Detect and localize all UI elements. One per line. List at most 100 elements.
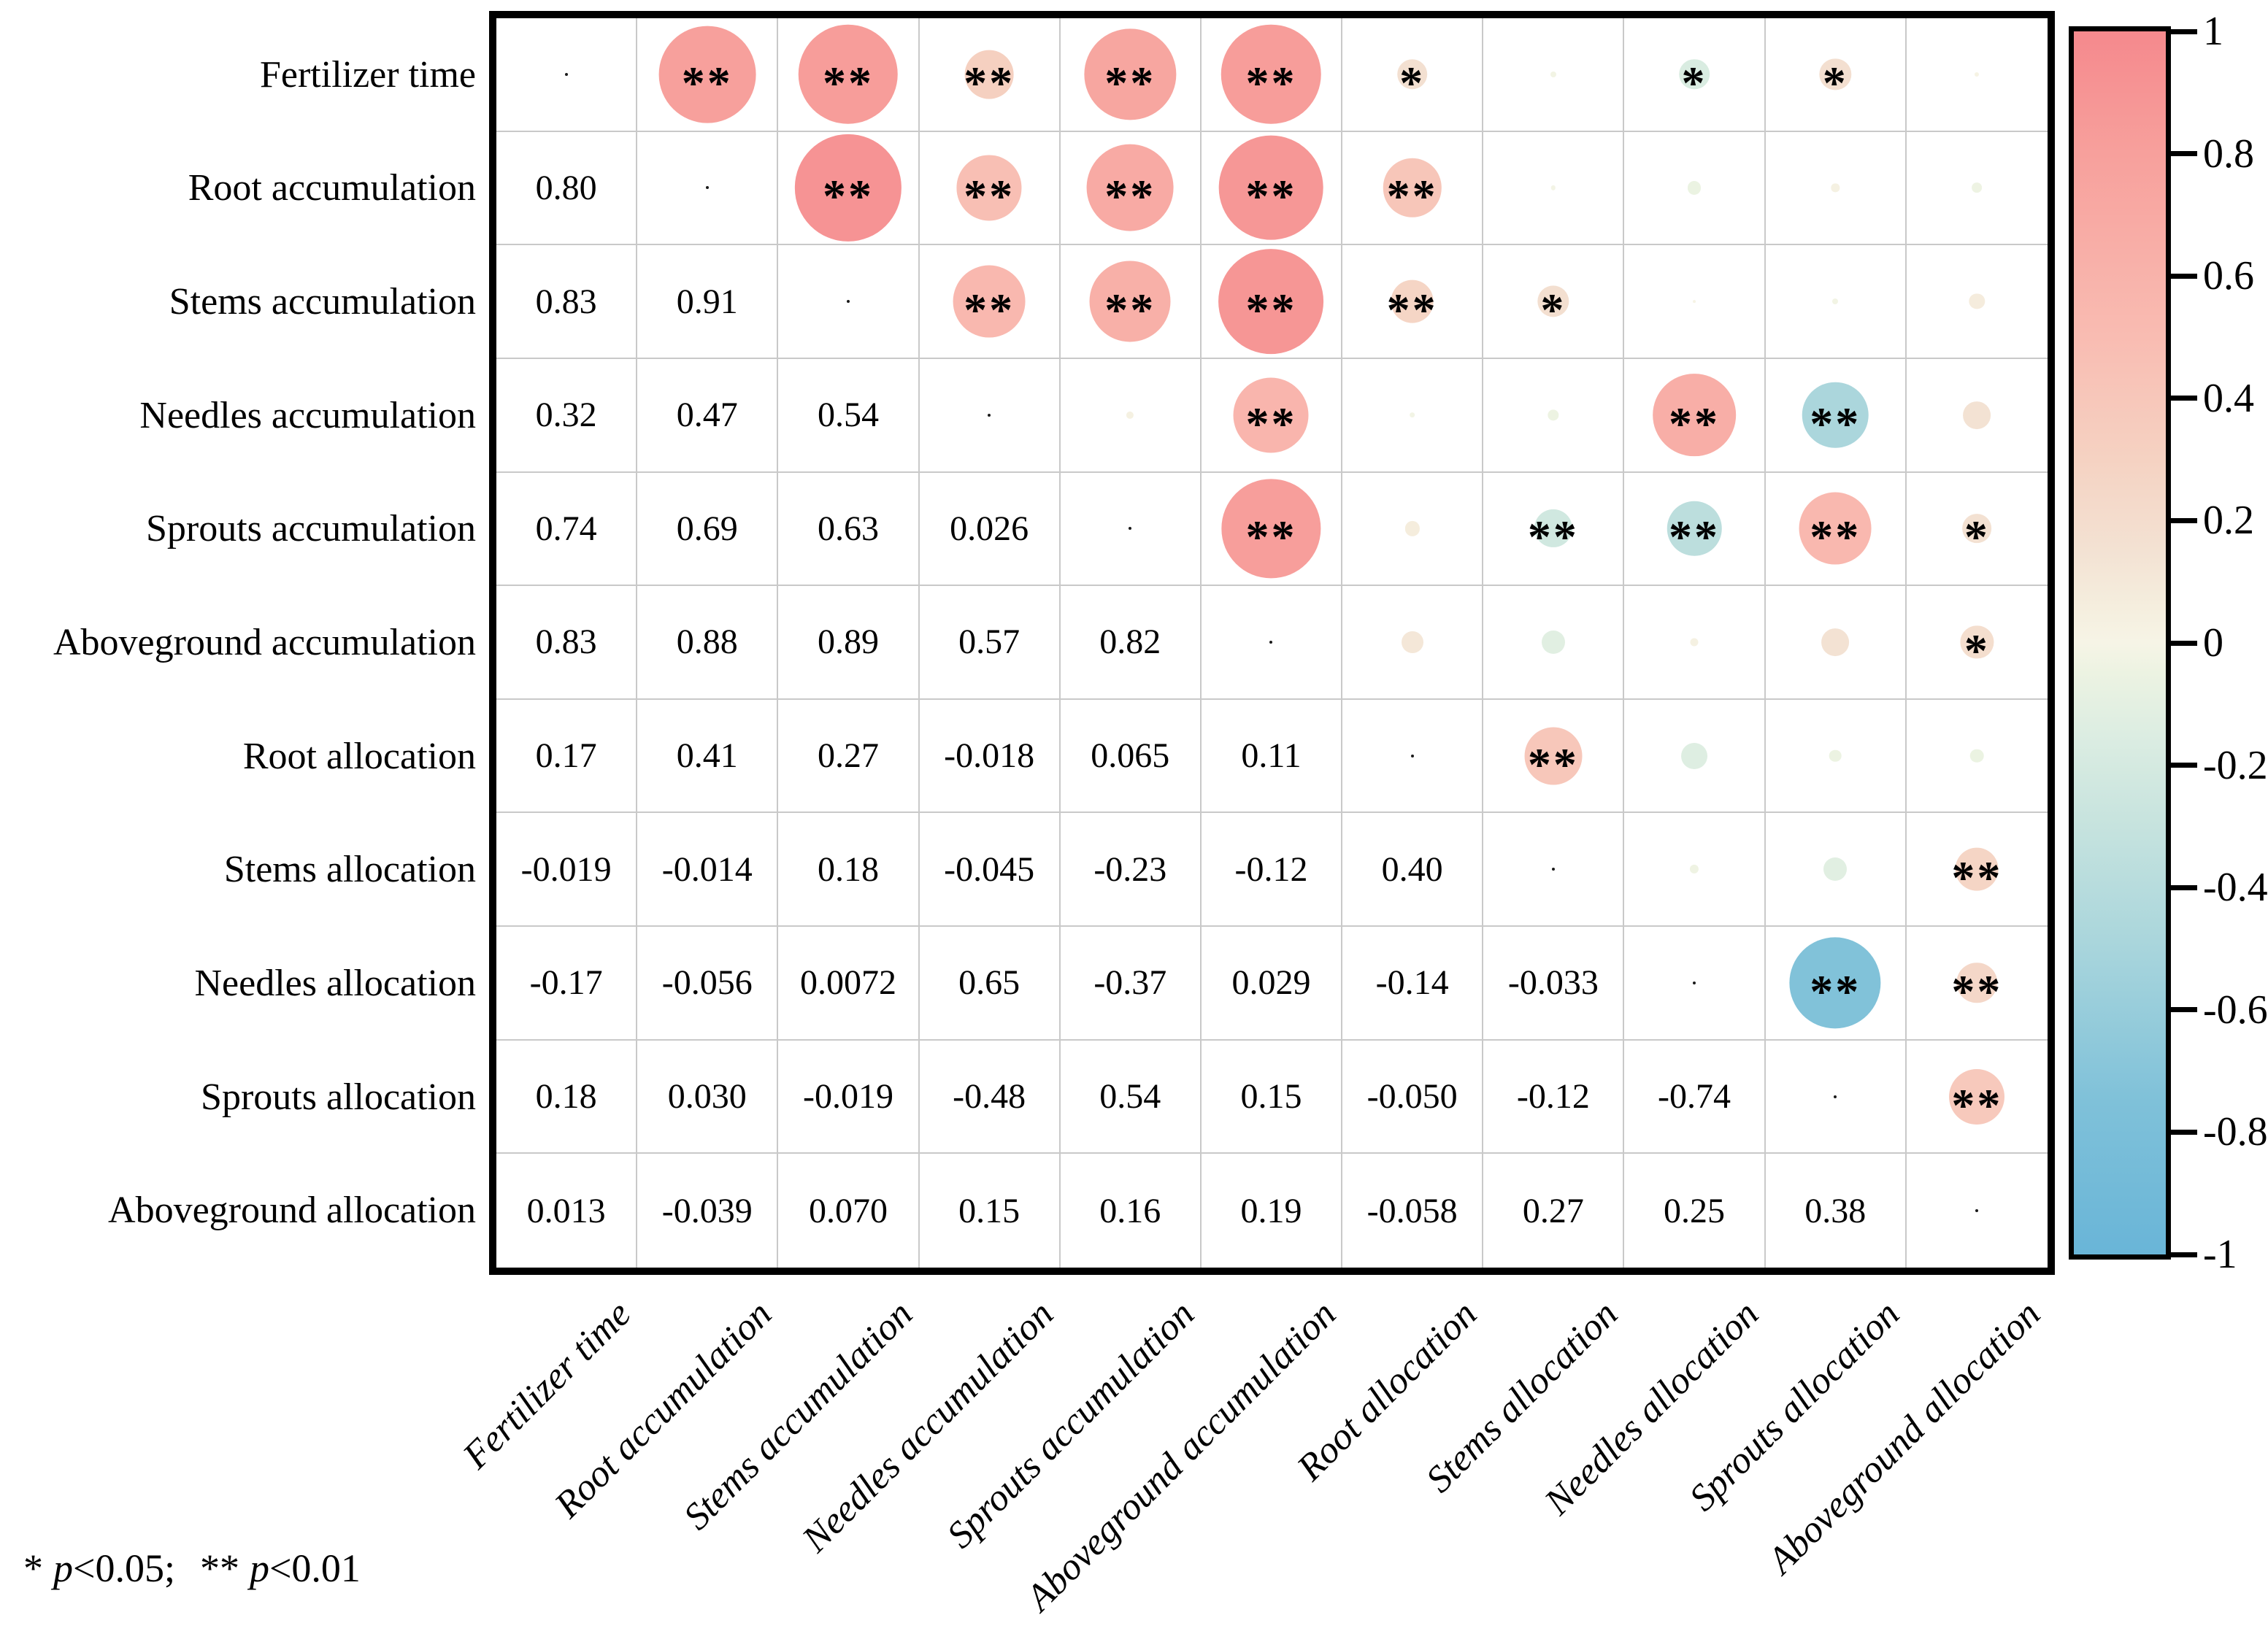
diagonal-dot	[564, 72, 568, 76]
significance-stars: **	[1245, 397, 1297, 450]
correlation-circle	[1548, 409, 1559, 421]
correlation-value: 0.80	[535, 168, 597, 207]
row-label: Sprouts allocation	[201, 1076, 476, 1118]
column-label: Sprouts accumulation	[939, 1293, 1203, 1557]
correlation-value: -0.056	[661, 963, 753, 1003]
matrix-cell: *	[1906, 586, 2048, 700]
diagonal-dot	[1834, 1095, 1837, 1098]
correlation-value: 0.54	[1099, 1077, 1161, 1117]
significance-stars: **	[964, 284, 1015, 336]
matrix-cell	[1060, 358, 1202, 473]
colorbar-tick	[2171, 517, 2197, 523]
footnote-p-italic: p	[249, 1546, 269, 1590]
matrix-cell: 0.57	[919, 586, 1061, 700]
correlation-circle	[1690, 638, 1699, 647]
correlation-value: -0.74	[1658, 1077, 1731, 1117]
matrix-cell: **	[1201, 472, 1343, 587]
matrix-cell: -0.74	[1624, 1040, 1766, 1154]
correlation-value: 0.63	[817, 509, 879, 548]
matrix-cell: **	[1624, 358, 1766, 473]
significance-stars: *	[1681, 56, 1707, 109]
matrix-cell: -0.019	[496, 813, 638, 928]
correlation-circle	[1084, 28, 1176, 120]
correlation-circle	[953, 265, 1026, 338]
matrix-cell	[496, 18, 638, 132]
correlation-circle	[1653, 373, 1736, 457]
matrix-cell	[1624, 586, 1766, 700]
correlation-circle	[1802, 382, 1869, 448]
matrix-cell: -0.48	[919, 1040, 1061, 1154]
correlation-value: 0.89	[817, 622, 879, 662]
correlation-value: -0.050	[1366, 1077, 1458, 1117]
correlation-value: -0.033	[1507, 963, 1599, 1003]
matrix-cell: 0.15	[1201, 1040, 1343, 1154]
matrix-cell: -0.12	[1201, 813, 1343, 928]
correlation-circle	[1975, 72, 1980, 77]
correlation-value: 0.013	[526, 1191, 606, 1230]
matrix-cell: -0.056	[637, 927, 779, 1041]
correlation-circle	[1681, 742, 1707, 769]
matrix-cell: 0.91	[637, 245, 779, 359]
matrix-cell: 0.54	[778, 358, 920, 473]
correlation-circle	[1541, 630, 1565, 654]
matrix-cell	[1906, 18, 2048, 132]
matrix-cell	[1765, 813, 1907, 928]
colorbar-tick-label: -0.8	[2203, 1109, 2268, 1155]
correlation-value: 0.070	[808, 1191, 888, 1230]
matrix-cell	[1483, 813, 1625, 928]
correlation-circle	[1823, 857, 1848, 882]
matrix-cell: -0.033	[1483, 927, 1625, 1041]
correlation-value: 0.25	[1664, 1191, 1726, 1230]
significance-stars: **	[1245, 511, 1297, 563]
matrix-cell: **	[778, 131, 920, 246]
correlation-value: 0.15	[958, 1191, 1020, 1230]
correlation-circle	[1550, 185, 1556, 190]
correlation-value: 0.029	[1231, 963, 1311, 1003]
correlation-value: 0.40	[1381, 849, 1443, 889]
matrix-cell: -0.045	[919, 813, 1061, 928]
significance-stars: *	[1822, 56, 1848, 109]
matrix-cell: 0.69	[637, 472, 779, 587]
column-label: Needles allocation	[1537, 1293, 1767, 1524]
colorbar-tick	[2171, 1252, 2197, 1257]
matrix-cell: **	[1483, 699, 1625, 814]
matrix-cell: **	[1060, 245, 1202, 359]
correlation-value: -0.045	[944, 849, 1035, 889]
colorbar-tick-label: -0.4	[2203, 865, 2268, 911]
matrix-cell: 0.32	[496, 358, 638, 473]
correlation-circle	[798, 24, 899, 125]
correlation-circle	[1956, 963, 1998, 1003]
column-label: Aboveground accumulation	[1018, 1293, 1344, 1619]
significance-stars: **	[1386, 284, 1438, 336]
correlation-value: -0.039	[661, 1191, 753, 1230]
diagonal-dot	[846, 300, 850, 304]
correlation-value: 0.17	[535, 736, 597, 776]
correlation-circle	[1550, 71, 1556, 77]
correlation-circle	[1949, 1068, 2005, 1125]
correlation-circle	[1534, 509, 1572, 548]
footnote-p-italic: p	[53, 1546, 73, 1590]
correlation-value: 0.065	[1091, 736, 1170, 776]
column-label: Root allocation	[1288, 1293, 1485, 1489]
correlation-value: 0.0072	[799, 963, 896, 1003]
correlation-circle	[1689, 865, 1699, 874]
matrix-cell	[1765, 245, 1907, 359]
significance-stars: **	[1527, 738, 1579, 790]
matrix-cell	[1201, 586, 1343, 700]
correlation-circle	[1667, 501, 1722, 556]
correlation-circle	[1969, 293, 1986, 309]
significance-stars: **	[1810, 397, 1861, 450]
matrix-cell: -0.019	[778, 1040, 920, 1154]
correlation-circle	[1383, 158, 1442, 217]
significance-stars: **	[1810, 965, 1861, 1018]
correlation-value: 0.41	[676, 736, 738, 776]
matrix-cell	[1483, 131, 1625, 246]
correlation-value: -0.12	[1516, 1077, 1590, 1117]
correlation-circle	[1524, 727, 1583, 785]
column-label: Stems accumulation	[675, 1293, 921, 1538]
correlation-circle	[794, 134, 902, 242]
matrix-cell: 0.19	[1202, 1154, 1343, 1268]
matrix-cell: -0.12	[1483, 1040, 1625, 1154]
matrix-cell	[919, 358, 1061, 473]
row-label: Aboveground allocation	[108, 1189, 476, 1232]
